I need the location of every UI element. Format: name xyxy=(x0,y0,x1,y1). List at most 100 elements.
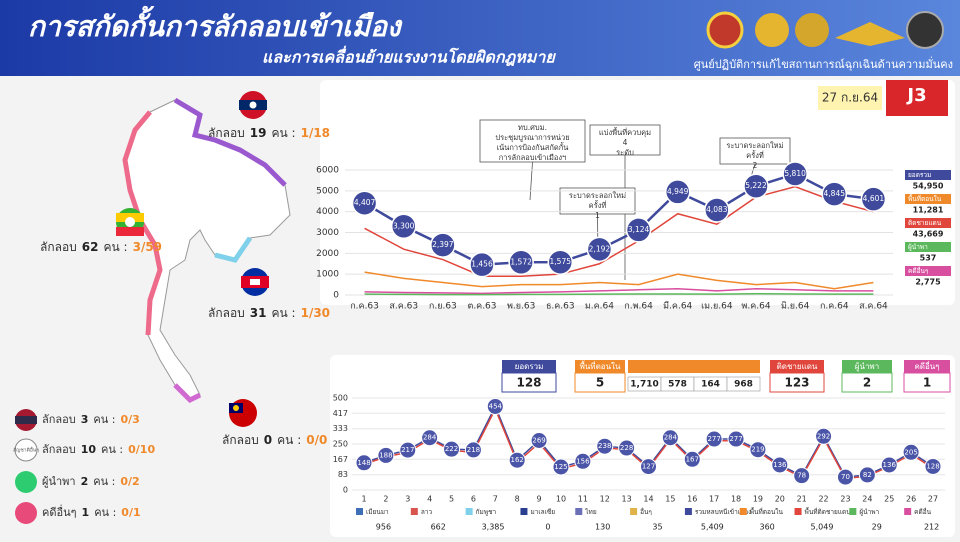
value-label: 269 xyxy=(532,437,545,445)
ratio: 0/10 xyxy=(128,443,155,456)
legend-label: ลาว xyxy=(421,508,433,516)
x-tick-label: 7 xyxy=(493,495,498,504)
value-label: 238 xyxy=(598,442,611,450)
y-tick-label: 417 xyxy=(333,409,348,418)
summary-label: ยอดรวม xyxy=(515,362,544,371)
value-label: 292 xyxy=(817,432,830,440)
legend-swatch xyxy=(904,508,912,515)
legend-label: ติดชายแดน xyxy=(908,219,942,227)
ratio: 1/30 xyxy=(301,306,330,320)
point xyxy=(902,443,920,461)
legend-swatch xyxy=(905,170,951,180)
x-tick-label: 1 xyxy=(361,495,366,504)
value-label: 4,083 xyxy=(706,205,728,214)
point xyxy=(355,454,373,472)
summary-header xyxy=(502,360,556,373)
legend-swatch xyxy=(356,508,363,515)
value-label: 454 xyxy=(489,402,503,410)
text: ลักลอบ xyxy=(40,240,77,254)
x-tick-label: 16 xyxy=(687,495,697,504)
date-box xyxy=(818,86,882,110)
text: ลักลอบ xyxy=(42,443,76,456)
summary-header xyxy=(842,360,892,373)
legend-total: 54,950 xyxy=(913,182,944,191)
legend-label: ยอดรวม xyxy=(908,171,931,179)
x-tick-label: 17 xyxy=(709,495,719,504)
legend-total: 2,775 xyxy=(915,278,941,287)
point xyxy=(586,236,613,263)
point xyxy=(351,190,378,216)
legend-swatch xyxy=(794,508,802,515)
x-tick-label: ก.ค.64 xyxy=(820,302,849,312)
annotation: แบ่งพื้นที่ควบคุม 4 ระดับ xyxy=(599,127,651,157)
x-tick-label: ต.ค.63 xyxy=(467,302,496,312)
legend-swatch xyxy=(905,242,951,252)
legend-label: ผู้นำพา xyxy=(859,508,879,516)
legend-swatch xyxy=(465,508,473,515)
annotation: ระบาดระลอกใหม่ครั้งที่ 2 xyxy=(726,141,783,170)
x-tick-label: 15 xyxy=(665,495,675,504)
summary-header xyxy=(575,360,625,373)
ratio: 0/3 xyxy=(120,413,139,426)
legend-total: 5,409 xyxy=(701,523,724,532)
point xyxy=(793,467,811,485)
legend-label: พื้นที่ตอนใน xyxy=(908,194,942,203)
y-tick-label: 500 xyxy=(333,394,348,403)
sub-value: 164 xyxy=(701,380,720,390)
x-tick-label: ส.ค.64 xyxy=(859,302,888,312)
point xyxy=(858,466,876,484)
count: 10 xyxy=(81,443,97,456)
org-name: ศูนย์ปฏิบัติการแก้ไขสถานการณ์ฉุกเฉินด้าน… xyxy=(694,56,953,71)
value-label: 222 xyxy=(445,445,458,453)
point xyxy=(683,450,701,468)
legend-label: ผู้นำพา xyxy=(908,243,928,251)
legend-swatch xyxy=(905,218,951,228)
point xyxy=(547,249,574,275)
point xyxy=(399,441,417,459)
x-tick-label: 8 xyxy=(515,495,520,504)
unit: คน : xyxy=(101,443,123,456)
x-tick-label: ก.ค.63 xyxy=(350,302,379,312)
text: ลักลอบ xyxy=(222,433,259,447)
ratio: 3/59 xyxy=(133,240,162,254)
value-label: 5,222 xyxy=(745,181,767,190)
value-label: 82 xyxy=(863,471,872,479)
logos xyxy=(706,11,944,49)
sub-cell xyxy=(726,376,761,392)
x-tick-label: 6 xyxy=(471,495,476,504)
x-tick-label: 23 xyxy=(840,495,850,504)
value-label: 128 xyxy=(926,462,939,470)
series-line xyxy=(364,292,874,296)
value-label: 284 xyxy=(664,434,678,442)
text: ลักลอบ xyxy=(208,126,245,140)
point xyxy=(574,452,592,470)
legend-label: เมียนมา xyxy=(366,508,389,516)
point xyxy=(443,440,461,458)
value-label: 125 xyxy=(554,463,567,471)
point xyxy=(924,457,942,475)
value-label: 1,456 xyxy=(471,260,493,269)
legend-label: ไทย xyxy=(584,508,597,516)
x-tick-label: 22 xyxy=(818,495,828,504)
point xyxy=(640,458,657,476)
value-label: 219 xyxy=(751,446,764,454)
value-label: 3,300 xyxy=(393,221,415,230)
x-tick-label: 4 xyxy=(427,495,432,504)
legend-total: 43,669 xyxy=(913,230,944,239)
count: 19 xyxy=(250,126,267,140)
point xyxy=(618,439,636,457)
x-tick-label: ม.ค.64 xyxy=(585,302,614,312)
point xyxy=(743,173,769,199)
count: 62 xyxy=(82,240,99,254)
count: 31 xyxy=(250,306,267,320)
point xyxy=(508,451,526,469)
summary-body xyxy=(501,372,557,393)
legend-total: 662 xyxy=(431,523,446,532)
summary-value: 2 xyxy=(863,376,871,390)
legend-swatch xyxy=(905,194,951,204)
summary-body xyxy=(841,372,893,393)
legend-total: 130 xyxy=(595,523,610,532)
y-tick-label: 3000 xyxy=(316,228,339,238)
summary-header xyxy=(770,360,824,373)
value-label: 2,397 xyxy=(432,240,454,249)
